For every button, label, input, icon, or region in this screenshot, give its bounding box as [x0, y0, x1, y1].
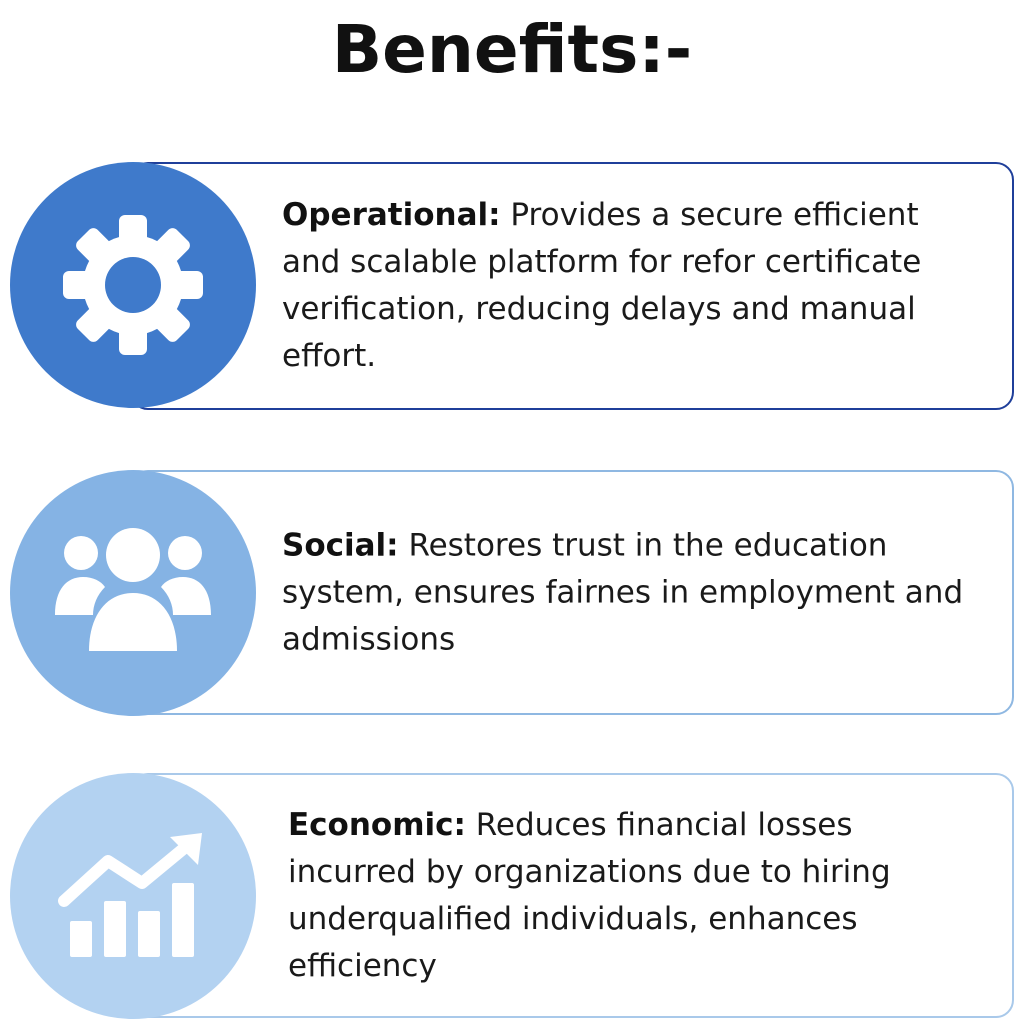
icon-circle — [10, 470, 256, 716]
benefit-card-economic: Economic: Reduces financial losses incur… — [10, 773, 1014, 1019]
benefit-body: Restores trust in the education system, … — [282, 527, 964, 657]
icon-circle — [10, 162, 256, 408]
icon-circle — [10, 773, 256, 1019]
page-title: Benefits:- — [331, 11, 693, 88]
benefit-card-operational: Operational: Provides a secure efficient… — [10, 162, 1014, 410]
benefit-heading: Social: — [282, 527, 399, 563]
card-border — [130, 470, 1014, 715]
benefit-body: Provides a secure efficient and scalable… — [282, 197, 922, 374]
benefit-text: Social: Restores trust in the education … — [282, 522, 974, 663]
card-border — [130, 773, 1014, 1018]
users-icon — [55, 528, 211, 651]
benefit-text: Economic: Reduces financial losses incur… — [288, 802, 974, 990]
benefit-text: Operational: Provides a secure efficient… — [282, 192, 974, 380]
gear-icon — [63, 215, 203, 355]
benefit-card-social: Social: Restores trust in the education … — [10, 470, 1014, 716]
card-border — [130, 162, 1014, 410]
growth-chart-icon — [58, 833, 202, 957]
benefit-body: Reduces financial losses incurred by org… — [288, 806, 891, 984]
benefit-heading: Economic: — [288, 806, 466, 843]
benefit-heading: Operational: — [282, 197, 501, 233]
